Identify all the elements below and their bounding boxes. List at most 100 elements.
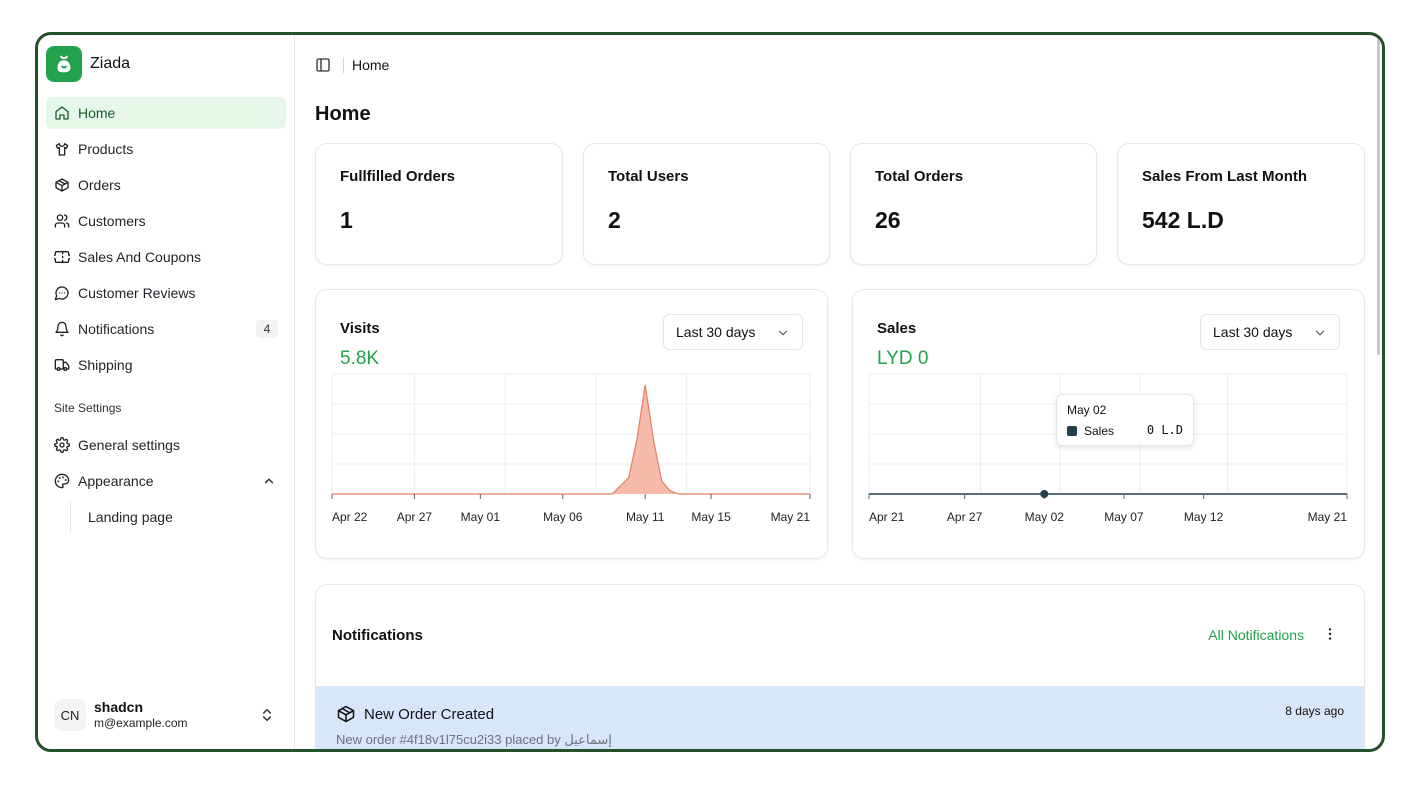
user-name: shadcn bbox=[94, 699, 144, 715]
package-icon bbox=[337, 705, 355, 723]
page-title: Home bbox=[315, 103, 371, 125]
brand[interactable]: Ziada bbox=[46, 46, 294, 82]
message-circle-icon bbox=[54, 285, 70, 301]
avatar: CN bbox=[54, 699, 86, 731]
x-tick-label: May 02 bbox=[1025, 510, 1065, 524]
sidebar-item-notifications[interactable]: Notifications 4 bbox=[46, 313, 286, 345]
x-tick-label: May 11 bbox=[626, 510, 665, 524]
notifications-title: Notifications bbox=[332, 627, 423, 644]
breadcrumb: Home bbox=[352, 57, 390, 73]
notifications-count-badge: 4 bbox=[256, 320, 278, 338]
sidebar-nav: Home Products Orders Customers Sales And… bbox=[38, 97, 294, 381]
stat-title: Sales From Last Month bbox=[1142, 168, 1308, 185]
sales-tooltip: May 02 Sales 0 L.D bbox=[1056, 394, 1194, 446]
tooltip-series: Sales bbox=[1084, 424, 1115, 438]
sales-range-label: Last 30 days bbox=[1213, 324, 1293, 340]
visits-title: Visits bbox=[340, 320, 380, 337]
sidebar-item-appearance[interactable]: Appearance bbox=[46, 465, 286, 497]
sidebar-subitem-landing-page[interactable]: Landing page bbox=[70, 501, 286, 533]
sidebar-item-label: Sales And Coupons bbox=[78, 249, 201, 265]
stat-value: 26 bbox=[875, 207, 901, 233]
x-tick-label: Apr 27 bbox=[397, 510, 433, 524]
x-tick-label: Apr 22 bbox=[332, 510, 368, 524]
stat-value: 2 bbox=[608, 207, 621, 233]
sidebar-item-sales-and-coupons[interactable]: Sales And Coupons bbox=[46, 241, 286, 273]
tooltip-date: May 02 bbox=[1067, 403, 1107, 417]
sidebar-subitem-label: Landing page bbox=[88, 509, 173, 525]
x-tick-label: May 15 bbox=[691, 510, 731, 524]
sidebar-item-orders[interactable]: Orders bbox=[46, 169, 286, 201]
tooltip-value: 0 L.D bbox=[1146, 423, 1183, 437]
sidebar-toggle-icon[interactable] bbox=[315, 57, 331, 73]
sales-chart: Apr 21 Apr 27 May 02 May 07 May 12 May 21 bbox=[868, 373, 1348, 524]
stat-title: Total Orders bbox=[875, 168, 964, 185]
x-tick-label: May 01 bbox=[461, 510, 501, 524]
active-point bbox=[1040, 490, 1049, 498]
shopping-bag-logo-icon bbox=[46, 46, 82, 82]
sidebar-item-customer-reviews[interactable]: Customer Reviews bbox=[46, 277, 286, 309]
sidebar-item-label: Customer Reviews bbox=[78, 285, 196, 301]
x-tick-label: May 21 bbox=[1308, 510, 1348, 524]
chevrons-up-down-icon bbox=[263, 709, 271, 721]
stat-value: 542 L.D bbox=[1142, 207, 1224, 233]
x-tick-label: May 07 bbox=[1104, 510, 1144, 524]
x-tick-label: Apr 21 bbox=[869, 510, 905, 524]
notification-time: 8 days ago bbox=[1285, 704, 1344, 718]
stat-card-total-orders: Total Orders 26 bbox=[850, 143, 1097, 265]
x-tick-label: May 21 bbox=[771, 510, 811, 524]
sidebar-item-label: Shipping bbox=[78, 357, 133, 373]
sales-value: LYD 0 bbox=[877, 348, 929, 369]
all-notifications-link[interactable]: All Notifications bbox=[1208, 627, 1304, 643]
sales-range-select[interactable]: Last 30 days bbox=[1200, 314, 1340, 350]
user-email: m@example.com bbox=[94, 716, 188, 730]
sidebar: Ziada Home Products Orders Customers Sal… bbox=[38, 35, 295, 749]
shirt-icon bbox=[54, 141, 70, 157]
app-window: Ziada Home Products Orders Customers Sal… bbox=[35, 32, 1385, 752]
notification-item[interactable]: New Order Created 8 days ago New order #… bbox=[316, 686, 1364, 749]
sidebar-item-customers[interactable]: Customers bbox=[46, 205, 286, 237]
palette-icon bbox=[54, 473, 70, 489]
user-info: shadcn m@example.com bbox=[94, 699, 188, 731]
stat-title: Total Users bbox=[608, 168, 689, 185]
more-vertical-icon[interactable] bbox=[1322, 626, 1338, 642]
notifications-card: Notifications All Notifications New Orde… bbox=[315, 584, 1365, 749]
notification-title: New Order Created bbox=[364, 706, 495, 723]
site-settings-group-label: Site Settings bbox=[54, 401, 122, 415]
x-tick-label: Apr 27 bbox=[947, 510, 983, 524]
visits-value: 5.8K bbox=[340, 348, 380, 369]
sidebar-item-label: Orders bbox=[78, 177, 121, 193]
stat-card-total-users: Total Users 2 bbox=[583, 143, 830, 265]
user-menu[interactable]: CN shadcn m@example.com bbox=[54, 697, 279, 733]
topbar-separator bbox=[343, 57, 344, 73]
sales-chart-card: Apr 21 Apr 27 May 02 May 07 May 12 May 21 Sal… bbox=[852, 289, 1365, 559]
visits-line bbox=[332, 384, 810, 495]
sidebar-item-products[interactable]: Products bbox=[46, 133, 286, 165]
visits-chart-card: Apr 22 Apr 27 May 01 May 06 May 11 May 15 May … bbox=[315, 289, 828, 559]
chevron-up-icon[interactable] bbox=[262, 474, 276, 488]
sales-title: Sales bbox=[877, 320, 917, 337]
x-tick-label: May 06 bbox=[543, 510, 583, 524]
main-content: Home Home Fullfilled Orders 1 Total User… bbox=[295, 35, 1382, 749]
sidebar-item-home[interactable]: Home bbox=[46, 97, 286, 129]
visits-range-select[interactable]: Last 30 days bbox=[663, 314, 803, 350]
visits-range-label: Last 30 days bbox=[676, 324, 756, 340]
sidebar-item-shipping[interactable]: Shipping bbox=[46, 349, 286, 381]
stats-row: Fullfilled Orders 1 Total Users 2 Total … bbox=[315, 143, 1365, 265]
bell-icon bbox=[54, 321, 70, 337]
chevron-down-icon bbox=[1315, 330, 1325, 336]
scrollbar[interactable] bbox=[1377, 37, 1380, 355]
chevron-down-icon bbox=[778, 330, 788, 336]
users-icon bbox=[54, 213, 70, 229]
stat-card-sales-last-month: Sales From Last Month 542 L.D bbox=[1117, 143, 1365, 265]
sidebar-item-label: Products bbox=[78, 141, 134, 157]
stat-title: Fullfilled Orders bbox=[340, 168, 456, 185]
settings-nav: General settings Appearance Landing page bbox=[38, 429, 294, 533]
tooltip-swatch bbox=[1067, 426, 1077, 436]
sidebar-item-label: Customers bbox=[78, 213, 146, 229]
truck-icon bbox=[54, 357, 70, 373]
stat-value: 1 bbox=[340, 207, 353, 233]
sidebar-item-label: General settings bbox=[78, 437, 180, 453]
visits-area bbox=[332, 384, 810, 494]
sidebar-item-general-settings[interactable]: General settings bbox=[46, 429, 286, 461]
sidebar-item-label: Appearance bbox=[78, 473, 154, 489]
